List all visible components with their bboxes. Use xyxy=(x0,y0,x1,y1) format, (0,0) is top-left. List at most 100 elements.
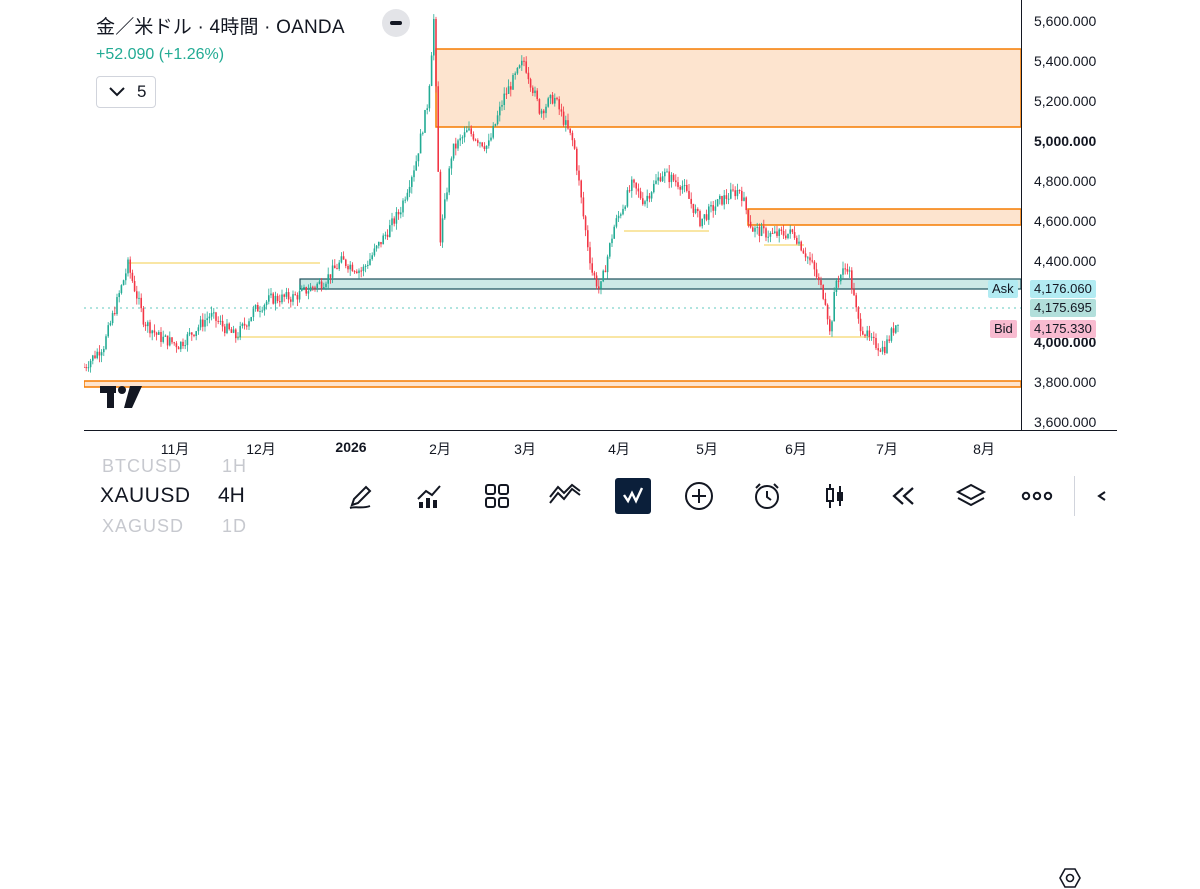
candle-body xyxy=(153,330,156,333)
candle-body xyxy=(162,336,164,342)
candle-body xyxy=(670,174,673,183)
candle-body xyxy=(367,264,369,266)
candle-body xyxy=(468,128,470,131)
candle-body xyxy=(602,270,604,282)
candle-body xyxy=(560,109,563,112)
candle-body xyxy=(301,288,303,291)
layers-icon[interactable] xyxy=(953,478,989,514)
candle-body xyxy=(714,206,717,211)
candle-body xyxy=(884,346,886,354)
candle-body xyxy=(851,270,853,290)
candle-body xyxy=(309,286,312,292)
legend-collapse-button[interactable] xyxy=(382,9,410,37)
indicator-count: 5 xyxy=(137,82,147,101)
indicator-wave-icon[interactable] xyxy=(547,478,583,514)
candle-body xyxy=(470,128,472,134)
symbol-selector[interactable]: XAUUSD xyxy=(100,484,191,507)
candle-body xyxy=(342,256,345,260)
candle-body xyxy=(496,115,499,125)
candle-body xyxy=(694,208,697,213)
candle-body xyxy=(98,351,101,356)
candle-body xyxy=(441,218,444,243)
chart-settings-icon[interactable] xyxy=(1059,867,1081,889)
candle-body xyxy=(846,268,849,272)
rewind-icon[interactable] xyxy=(885,478,921,514)
ask-tag: Ask xyxy=(988,280,1018,298)
candle-body xyxy=(325,283,327,288)
candle-body xyxy=(94,355,96,359)
candle-body xyxy=(738,189,741,191)
candle-body xyxy=(241,323,244,327)
grid-icon[interactable] xyxy=(479,478,515,514)
candle-body xyxy=(292,294,294,302)
candle-body xyxy=(485,145,488,149)
candle-body xyxy=(89,360,92,368)
candle-body xyxy=(474,139,477,141)
candle-body xyxy=(631,179,633,191)
candle-body xyxy=(419,133,422,154)
candle-body xyxy=(259,310,261,312)
indicators-toggle-button[interactable]: 5 xyxy=(96,76,156,108)
candles-icon[interactable] xyxy=(817,478,853,514)
candle-body xyxy=(730,189,732,199)
candle-body xyxy=(529,79,532,88)
candle-body xyxy=(426,108,428,111)
more-icon[interactable] xyxy=(1019,478,1055,514)
drawing-pen-icon[interactable] xyxy=(343,478,379,514)
candle-body xyxy=(567,120,569,129)
candle-body xyxy=(545,106,547,114)
collapse-arrow-icon[interactable] xyxy=(1092,478,1112,514)
candle-body xyxy=(444,199,446,219)
candle-body xyxy=(455,143,457,149)
price-axis-label: 4,400.000 xyxy=(1034,253,1097,269)
candle-body xyxy=(881,346,884,352)
candle-body xyxy=(547,98,549,107)
symbol-prev[interactable]: BTCUSD xyxy=(102,456,183,476)
bar-chart-icon[interactable] xyxy=(411,478,447,514)
candle-body xyxy=(274,295,277,304)
candle-body xyxy=(826,304,829,320)
candle-body xyxy=(188,332,191,335)
candle-body xyxy=(604,270,607,273)
candle-body xyxy=(417,153,420,162)
time-axis-label: 12月 xyxy=(246,441,276,457)
ask-price-tag: 4,176.060 xyxy=(1030,280,1096,298)
candle-body xyxy=(457,140,459,149)
candle-body xyxy=(202,319,204,327)
candle-body xyxy=(840,274,842,282)
add-circle-icon[interactable] xyxy=(681,478,717,514)
timeframe-selector[interactable]: 4H xyxy=(218,484,245,507)
candle-body xyxy=(446,192,448,200)
candle-body xyxy=(158,332,160,335)
candle-body xyxy=(195,331,197,337)
timeframe-next[interactable]: 1D xyxy=(222,516,248,536)
candle-body xyxy=(391,218,393,226)
candle-body xyxy=(593,272,596,276)
timeframe-prev[interactable]: 1H xyxy=(222,456,248,476)
candle-body xyxy=(296,295,299,300)
candle-body xyxy=(133,280,136,292)
candle-body xyxy=(848,270,851,272)
symbol-next[interactable]: XAGUSD xyxy=(102,516,185,536)
candle-body xyxy=(534,90,536,94)
candle-body xyxy=(793,232,796,238)
candle-body xyxy=(279,301,281,303)
candle-body xyxy=(617,215,620,219)
candle-body xyxy=(160,332,162,342)
candle-body xyxy=(362,266,365,272)
candle-body xyxy=(166,335,169,346)
candle-body xyxy=(375,245,378,249)
candle-body xyxy=(180,341,182,350)
alarm-clock-icon[interactable] xyxy=(749,478,785,514)
candle-body xyxy=(433,19,435,56)
candle-body xyxy=(406,192,409,200)
price-axis[interactable]: 5,600.000 5,400.000 5,200.000 5,000.000 4,80… xyxy=(988,0,1118,430)
candle-body xyxy=(312,286,314,288)
chart-area[interactable]: 金／米ドル · 4時間 · OANDA +52.090 (+1.26%) 5 5… xyxy=(84,0,1117,430)
candle-body xyxy=(197,327,200,332)
candle-body xyxy=(862,331,864,335)
candle-body xyxy=(701,218,703,227)
price-chart[interactable] xyxy=(84,0,1021,430)
candle-body xyxy=(477,140,479,143)
watchlist-check-icon[interactable] xyxy=(615,478,651,514)
